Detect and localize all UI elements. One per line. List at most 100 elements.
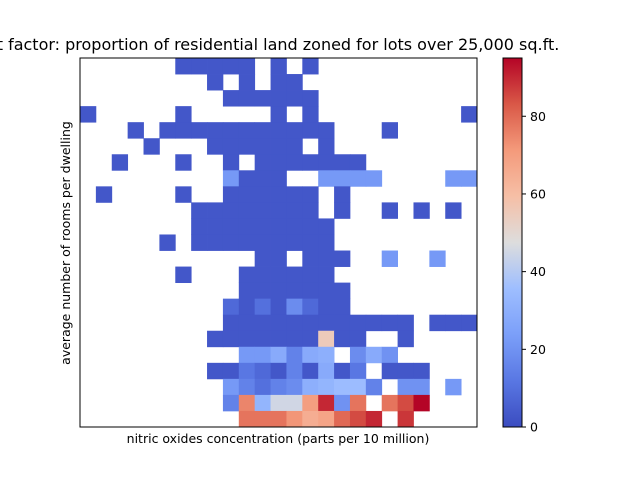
heatmap-cell <box>318 314 335 332</box>
heatmap-cell <box>302 250 319 267</box>
heatmap-cell <box>302 330 319 348</box>
heatmap-cell <box>318 362 335 380</box>
heatmap-cell <box>238 346 256 364</box>
heatmap-cell <box>222 90 240 107</box>
heatmap-cell <box>334 202 351 219</box>
heatmap-cell <box>270 346 287 364</box>
heatmap-cell <box>254 186 271 203</box>
plot-frame <box>79 57 478 428</box>
heatmap-cell <box>238 90 256 107</box>
heatmap-cell <box>318 378 335 396</box>
heatmap-cell <box>286 122 303 139</box>
heatmap-cell <box>238 234 256 251</box>
heatmap-cell <box>365 170 383 187</box>
heatmap-cell <box>222 330 240 348</box>
colorbar: 0 20 40 60 80 <box>502 57 546 435</box>
heatmap-cell <box>318 346 335 364</box>
heatmap-cell <box>95 186 113 203</box>
heatmap-cell <box>445 314 462 332</box>
heatmap-cell <box>286 282 303 300</box>
heatmap-cell <box>175 266 192 284</box>
heatmap-cell <box>302 266 319 284</box>
heatmap-cell <box>334 330 351 348</box>
heatmap-cell <box>349 410 367 428</box>
heatmap-cell <box>191 58 208 75</box>
heatmap-cell <box>207 138 224 155</box>
heatmap-cell <box>254 362 271 380</box>
heatmap-cell <box>461 106 478 123</box>
heatmap-cell <box>238 122 256 139</box>
y-axis-label: average number of rooms per dwelling <box>58 121 73 365</box>
colorbar-tick-label: 0 <box>530 420 538 435</box>
heatmap-cell <box>238 186 256 203</box>
heatmap-cell <box>191 218 208 235</box>
heatmap-cell <box>254 282 271 300</box>
heatmap-cell <box>318 410 335 428</box>
heatmap-cell <box>222 314 240 332</box>
heatmap-cell <box>238 330 256 348</box>
heatmap-cell <box>254 314 271 332</box>
heatmap-cell <box>397 394 414 412</box>
heatmap-cell <box>222 122 240 139</box>
heatmap-cell <box>207 202 224 219</box>
heatmap-cell <box>302 106 319 123</box>
heatmap-cell <box>334 170 351 187</box>
heatmap-cell <box>222 58 240 75</box>
heatmap-cell <box>318 138 335 155</box>
heatmap-cells <box>80 58 478 428</box>
heatmap-cell <box>238 282 256 300</box>
heatmap-cell <box>270 378 287 396</box>
heatmap-cell <box>222 186 240 203</box>
heatmap-cell <box>302 346 319 364</box>
heatmap-cell <box>349 362 367 380</box>
heatmap-cell <box>270 250 287 267</box>
heatmap-cell <box>175 186 192 203</box>
heatmap-cell <box>254 378 271 396</box>
heatmap-cell <box>222 362 240 380</box>
heatmap-cell <box>222 138 240 155</box>
heatmap-cell <box>349 346 367 364</box>
heatmap-cell <box>238 410 256 428</box>
heatmap-cell <box>349 394 367 412</box>
heatmap-cell <box>334 298 351 316</box>
heatmap-cell <box>302 362 319 380</box>
colorbar-tick-label: 20 <box>530 342 546 357</box>
heatmap-cell <box>302 90 319 107</box>
heatmap-cell <box>270 202 287 219</box>
heatmap-cell <box>349 330 367 348</box>
heatmap-cell <box>270 170 287 187</box>
heatmap-cell <box>318 170 335 187</box>
heatmap-cell <box>270 362 287 380</box>
heatmap-cell <box>286 154 303 171</box>
chart-title: t factor: proportion of residential land… <box>0 35 559 54</box>
heatmap-cell <box>445 378 462 396</box>
heatmap-cell <box>238 170 256 187</box>
heatmap-cell <box>397 410 414 428</box>
heatmap-cell <box>413 394 430 412</box>
heatmap-cell <box>318 282 335 300</box>
heatmap-cell <box>270 58 287 75</box>
heatmap-cell <box>270 106 287 123</box>
heatmap-cell <box>191 202 208 219</box>
heatmap-cell <box>397 362 414 380</box>
heatmap-cell <box>207 330 224 348</box>
colorbar-gradient <box>502 57 523 428</box>
heatmap-cell <box>286 202 303 219</box>
heatmap-cell <box>127 122 144 139</box>
heatmap-cell <box>270 234 287 251</box>
heatmap-cell <box>286 74 303 91</box>
heatmap-cell <box>222 394 240 412</box>
heatmap-cell <box>349 154 367 171</box>
heatmap-cell <box>270 154 287 171</box>
heatmap-cell <box>318 122 335 139</box>
heatmap-cell <box>270 122 287 139</box>
heatmap-cell <box>302 218 319 235</box>
heatmap-cell <box>318 330 335 348</box>
heatmap-cell <box>381 394 398 412</box>
heatmap-cell <box>254 298 271 316</box>
heatmap-cell <box>254 154 271 171</box>
heatmap-cell <box>445 202 462 219</box>
heatmap-cell <box>318 154 335 171</box>
heatmap-cell <box>238 266 256 284</box>
